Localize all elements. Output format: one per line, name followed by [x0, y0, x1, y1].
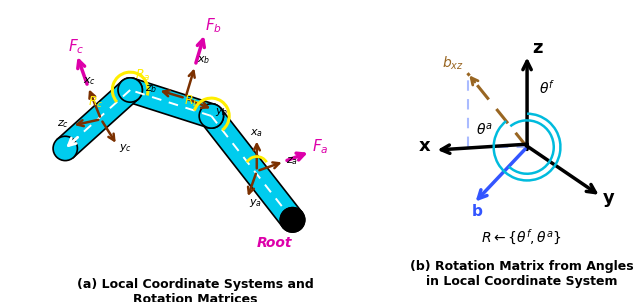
Text: z: z [532, 39, 543, 56]
Polygon shape [57, 81, 138, 157]
Polygon shape [202, 108, 302, 227]
Text: $x_b$: $x_b$ [196, 54, 210, 66]
Text: $y_a$: $y_a$ [249, 197, 262, 209]
Text: $z_c$: $z_c$ [57, 118, 69, 130]
Text: $y_c$: $y_c$ [119, 142, 132, 154]
Text: $x_c$: $x_c$ [83, 76, 96, 87]
Text: $\theta^f$: $\theta^f$ [540, 79, 556, 97]
Circle shape [280, 208, 305, 232]
Circle shape [118, 78, 142, 102]
Circle shape [280, 207, 305, 232]
Text: $b_{xz}$: $b_{xz}$ [442, 55, 464, 72]
Text: $z_a$: $z_a$ [286, 155, 298, 167]
Text: $x_a$: $x_a$ [250, 127, 264, 139]
Text: $F_b$: $F_b$ [205, 16, 222, 35]
Circle shape [199, 104, 223, 128]
Text: $R_c$: $R_c$ [88, 95, 103, 110]
Text: $\theta^a$: $\theta^a$ [476, 122, 493, 138]
Text: $y_b$: $y_b$ [214, 106, 228, 118]
Text: (a) Local Coordinate Systems and
Rotation Matrices: (a) Local Coordinate Systems and Rotatio… [77, 278, 314, 302]
Text: $F_a$: $F_a$ [312, 138, 328, 156]
Circle shape [199, 104, 223, 128]
Circle shape [118, 78, 142, 102]
Text: $R_a$: $R_a$ [135, 68, 150, 83]
Polygon shape [127, 79, 215, 127]
Text: y: y [603, 188, 615, 207]
Text: $F_c$: $F_c$ [68, 37, 85, 56]
Circle shape [53, 136, 77, 161]
Text: $R \leftarrow \{\theta^f, \theta^a\}$: $R \leftarrow \{\theta^f, \theta^a\}$ [481, 228, 563, 247]
Text: $R_b$: $R_b$ [184, 94, 200, 109]
Text: x: x [419, 137, 430, 155]
Text: b: b [472, 204, 483, 219]
Text: $z_b$: $z_b$ [145, 84, 157, 95]
Text: Root: Root [257, 236, 292, 250]
Text: (b) Rotation Matrix from Angles
in Local Coordinate System: (b) Rotation Matrix from Angles in Local… [410, 260, 634, 288]
